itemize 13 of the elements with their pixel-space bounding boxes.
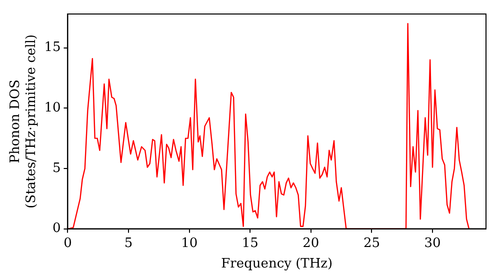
x-tick-label: 25 [363, 236, 380, 251]
y-tick-label: 5 [52, 160, 61, 176]
y-tick-label: 15 [44, 40, 61, 56]
x-tick-label: 10 [181, 236, 198, 251]
x-tick-label: 0 [64, 236, 72, 251]
x-axis-title: Frequency (THz) [221, 256, 333, 272]
x-tick-label: 5 [124, 236, 133, 251]
y-axis-title: Phonon DOS (States/THz·primitive cell) [8, 34, 39, 208]
x-tick-label: 30 [424, 236, 441, 251]
y-tick-label: 0 [52, 221, 61, 236]
y-tick-label: 10 [44, 100, 61, 116]
x-tick-label: 15 [242, 236, 258, 251]
x-tick-label: 20 [302, 236, 320, 251]
